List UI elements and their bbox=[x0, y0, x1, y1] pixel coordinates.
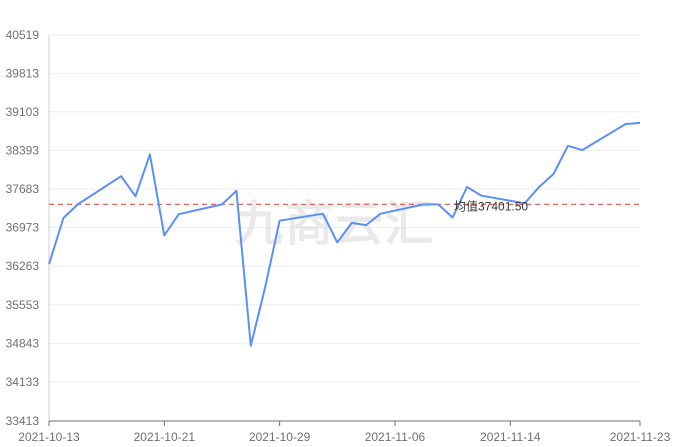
x-tick-label: 2021-11-23 bbox=[610, 430, 671, 444]
average-label: 均值37401.50 bbox=[454, 198, 528, 213]
y-tick-label: 36973 bbox=[6, 221, 40, 235]
x-tick-label: 2021-11-14 bbox=[480, 430, 541, 444]
y-tick-label: 38393 bbox=[6, 143, 40, 157]
y-tick-label: 37683 bbox=[6, 182, 40, 196]
y-tick-label: 40519 bbox=[6, 28, 40, 42]
y-tick-label: 34843 bbox=[6, 336, 40, 350]
x-tick-label: 2021-10-29 bbox=[249, 430, 311, 444]
watermark: 九商云汇 bbox=[235, 196, 435, 252]
x-tick-label: 2021-10-13 bbox=[18, 430, 80, 444]
y-tick-label: 34133 bbox=[6, 375, 40, 389]
y-tick-label: 36263 bbox=[6, 259, 40, 273]
series-line bbox=[48, 121, 641, 347]
x-axis: 2021-10-13 2021-10-21 2021-10-29 2021-11-06… bbox=[18, 420, 671, 444]
y-tick-label: 39103 bbox=[6, 105, 40, 119]
y-tick-label: 33413 bbox=[6, 414, 40, 428]
grid-lines bbox=[49, 34, 640, 422]
y-axis: 33413 34133 34843 35553 36263 36973 37683 38393… bbox=[6, 28, 50, 428]
y-tick-label: 39813 bbox=[6, 66, 40, 80]
x-tick-label: 2021-10-21 bbox=[134, 430, 196, 444]
y-tick-label: 35553 bbox=[6, 298, 40, 312]
x-tick-label: 2021-11-06 bbox=[365, 430, 426, 444]
